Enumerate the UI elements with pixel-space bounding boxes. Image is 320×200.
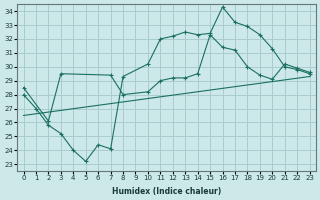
X-axis label: Humidex (Indice chaleur): Humidex (Indice chaleur) <box>112 187 221 196</box>
